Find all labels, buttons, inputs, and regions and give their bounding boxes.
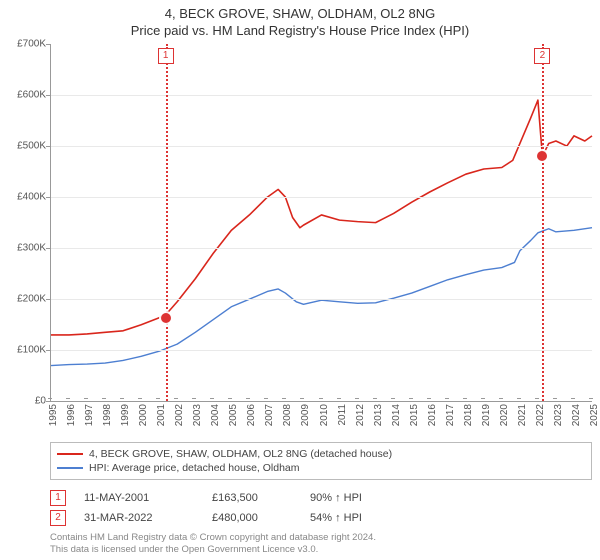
x-axis-tick-label: 2006 — [246, 404, 257, 426]
sale-row: 1 11-MAY-2001 £163,500 90% ↑ HPI — [50, 488, 592, 508]
legend-item: 4, BECK GROVE, SHAW, OLDHAM, OL2 8NG (de… — [57, 447, 585, 461]
sale-marker-box: 2 — [534, 48, 550, 64]
legend-swatch — [57, 453, 83, 455]
x-axis-tick-label: 2024 — [571, 404, 582, 426]
sale-pct-vs-hpi: 90% ↑ HPI — [310, 492, 362, 504]
x-axis-tick-label: 2021 — [517, 404, 528, 426]
y-axis-tick-label: £600K — [17, 90, 46, 101]
x-axis-tick-label: 2018 — [463, 404, 474, 426]
x-axis-tick-label: 2014 — [391, 404, 402, 426]
sale-date: 31-MAR-2022 — [84, 512, 194, 524]
x-axis-tick-label: 2012 — [355, 404, 366, 426]
y-axis-tick-label: £700K — [17, 39, 46, 50]
x-axis-tick-label: 2009 — [300, 404, 311, 426]
sale-pct-vs-hpi: 54% ↑ HPI — [310, 512, 362, 524]
x-axis-tick-label: 2008 — [282, 404, 293, 426]
legend: 4, BECK GROVE, SHAW, OLDHAM, OL2 8NG (de… — [50, 442, 592, 480]
footer-line: Contains HM Land Registry data © Crown c… — [50, 532, 592, 544]
y-axis-tick-label: £200K — [17, 294, 46, 305]
x-axis-tick-label: 1995 — [48, 404, 59, 426]
x-axis-tick-label: 2022 — [535, 404, 546, 426]
y-axis-tick-label: £400K — [17, 192, 46, 203]
sales-table: 1 11-MAY-2001 £163,500 90% ↑ HPI 2 31-MA… — [50, 488, 592, 528]
legend-item: HPI: Average price, detached house, Oldh… — [57, 461, 585, 475]
x-axis-tick-label: 2001 — [156, 404, 167, 426]
sale-date: 11-MAY-2001 — [84, 492, 194, 504]
y-axis-tick-label: £0 — [35, 396, 46, 407]
sale-marker-box: 1 — [158, 48, 174, 64]
x-axis-tick-label: 2011 — [337, 404, 348, 426]
x-axis-tick-label: 2017 — [445, 404, 456, 426]
chart-container: 4, BECK GROVE, SHAW, OLDHAM, OL2 8NG Pri… — [0, 0, 600, 560]
x-axis-tick-label: 1997 — [84, 404, 95, 426]
legend-label: HPI: Average price, detached house, Oldh… — [89, 462, 300, 474]
x-axis-tick-label: 1998 — [102, 404, 113, 426]
sale-row: 2 31-MAR-2022 £480,000 54% ↑ HPI — [50, 508, 592, 528]
x-axis-tick-label: 2015 — [409, 404, 420, 426]
sale-index-box: 1 — [50, 490, 66, 506]
legend-label: 4, BECK GROVE, SHAW, OLDHAM, OL2 8NG (de… — [89, 448, 392, 460]
x-axis-labels: 1995 1996 1997 1998 1999 2000 2001 2002 2003 2004… — [50, 402, 592, 436]
x-axis-tick-label: 2016 — [427, 404, 438, 426]
y-axis-tick-label: £500K — [17, 141, 46, 152]
footer: Contains HM Land Registry data © Crown c… — [50, 532, 592, 556]
chart-subtitle: Price paid vs. HM Land Registry's House … — [8, 23, 592, 38]
sale-price: £163,500 — [212, 492, 292, 504]
y-axis-tick-label: £100K — [17, 345, 46, 356]
x-axis-tick-label: 2005 — [228, 404, 239, 426]
y-axis-labels: £0£100K£200K£300K£400K£500K£600K£700K — [8, 44, 50, 402]
x-axis-tick-label: 2023 — [553, 404, 564, 426]
y-axis-tick-label: £300K — [17, 243, 46, 254]
x-axis-tick-label: 2002 — [174, 404, 185, 426]
chart-svg — [51, 44, 592, 401]
sale-index-box: 2 — [50, 510, 66, 526]
legend-swatch — [57, 467, 83, 469]
chart-titles: 4, BECK GROVE, SHAW, OLDHAM, OL2 8NG Pri… — [8, 6, 592, 38]
footer-line: This data is licensed under the Open Gov… — [50, 544, 592, 556]
x-axis-tick-label: 2000 — [138, 404, 149, 426]
x-axis-tick-label: 2020 — [499, 404, 510, 426]
x-axis-tick-label: 1999 — [120, 404, 131, 426]
x-axis-tick-label: 2019 — [481, 404, 492, 426]
plot-area: 12 — [50, 44, 592, 402]
chart-title: 4, BECK GROVE, SHAW, OLDHAM, OL2 8NG — [8, 6, 592, 21]
sale-dot — [161, 313, 171, 323]
x-axis-tick-label: 2007 — [264, 404, 275, 426]
chart-area: £0£100K£200K£300K£400K£500K£600K£700K 12 — [8, 44, 592, 402]
x-axis-tick-label: 1996 — [66, 404, 77, 426]
sale-vline — [542, 44, 544, 401]
sale-vline — [166, 44, 168, 401]
x-axis-tick-label: 2004 — [210, 404, 221, 426]
x-axis-tick-label: 2013 — [373, 404, 384, 426]
sale-price: £480,000 — [212, 512, 292, 524]
x-axis-tick-label: 2003 — [192, 404, 203, 426]
sale-dot — [537, 151, 547, 161]
x-axis-tick-label: 2010 — [319, 404, 330, 426]
x-axis-tick-label: 2025 — [589, 404, 600, 426]
